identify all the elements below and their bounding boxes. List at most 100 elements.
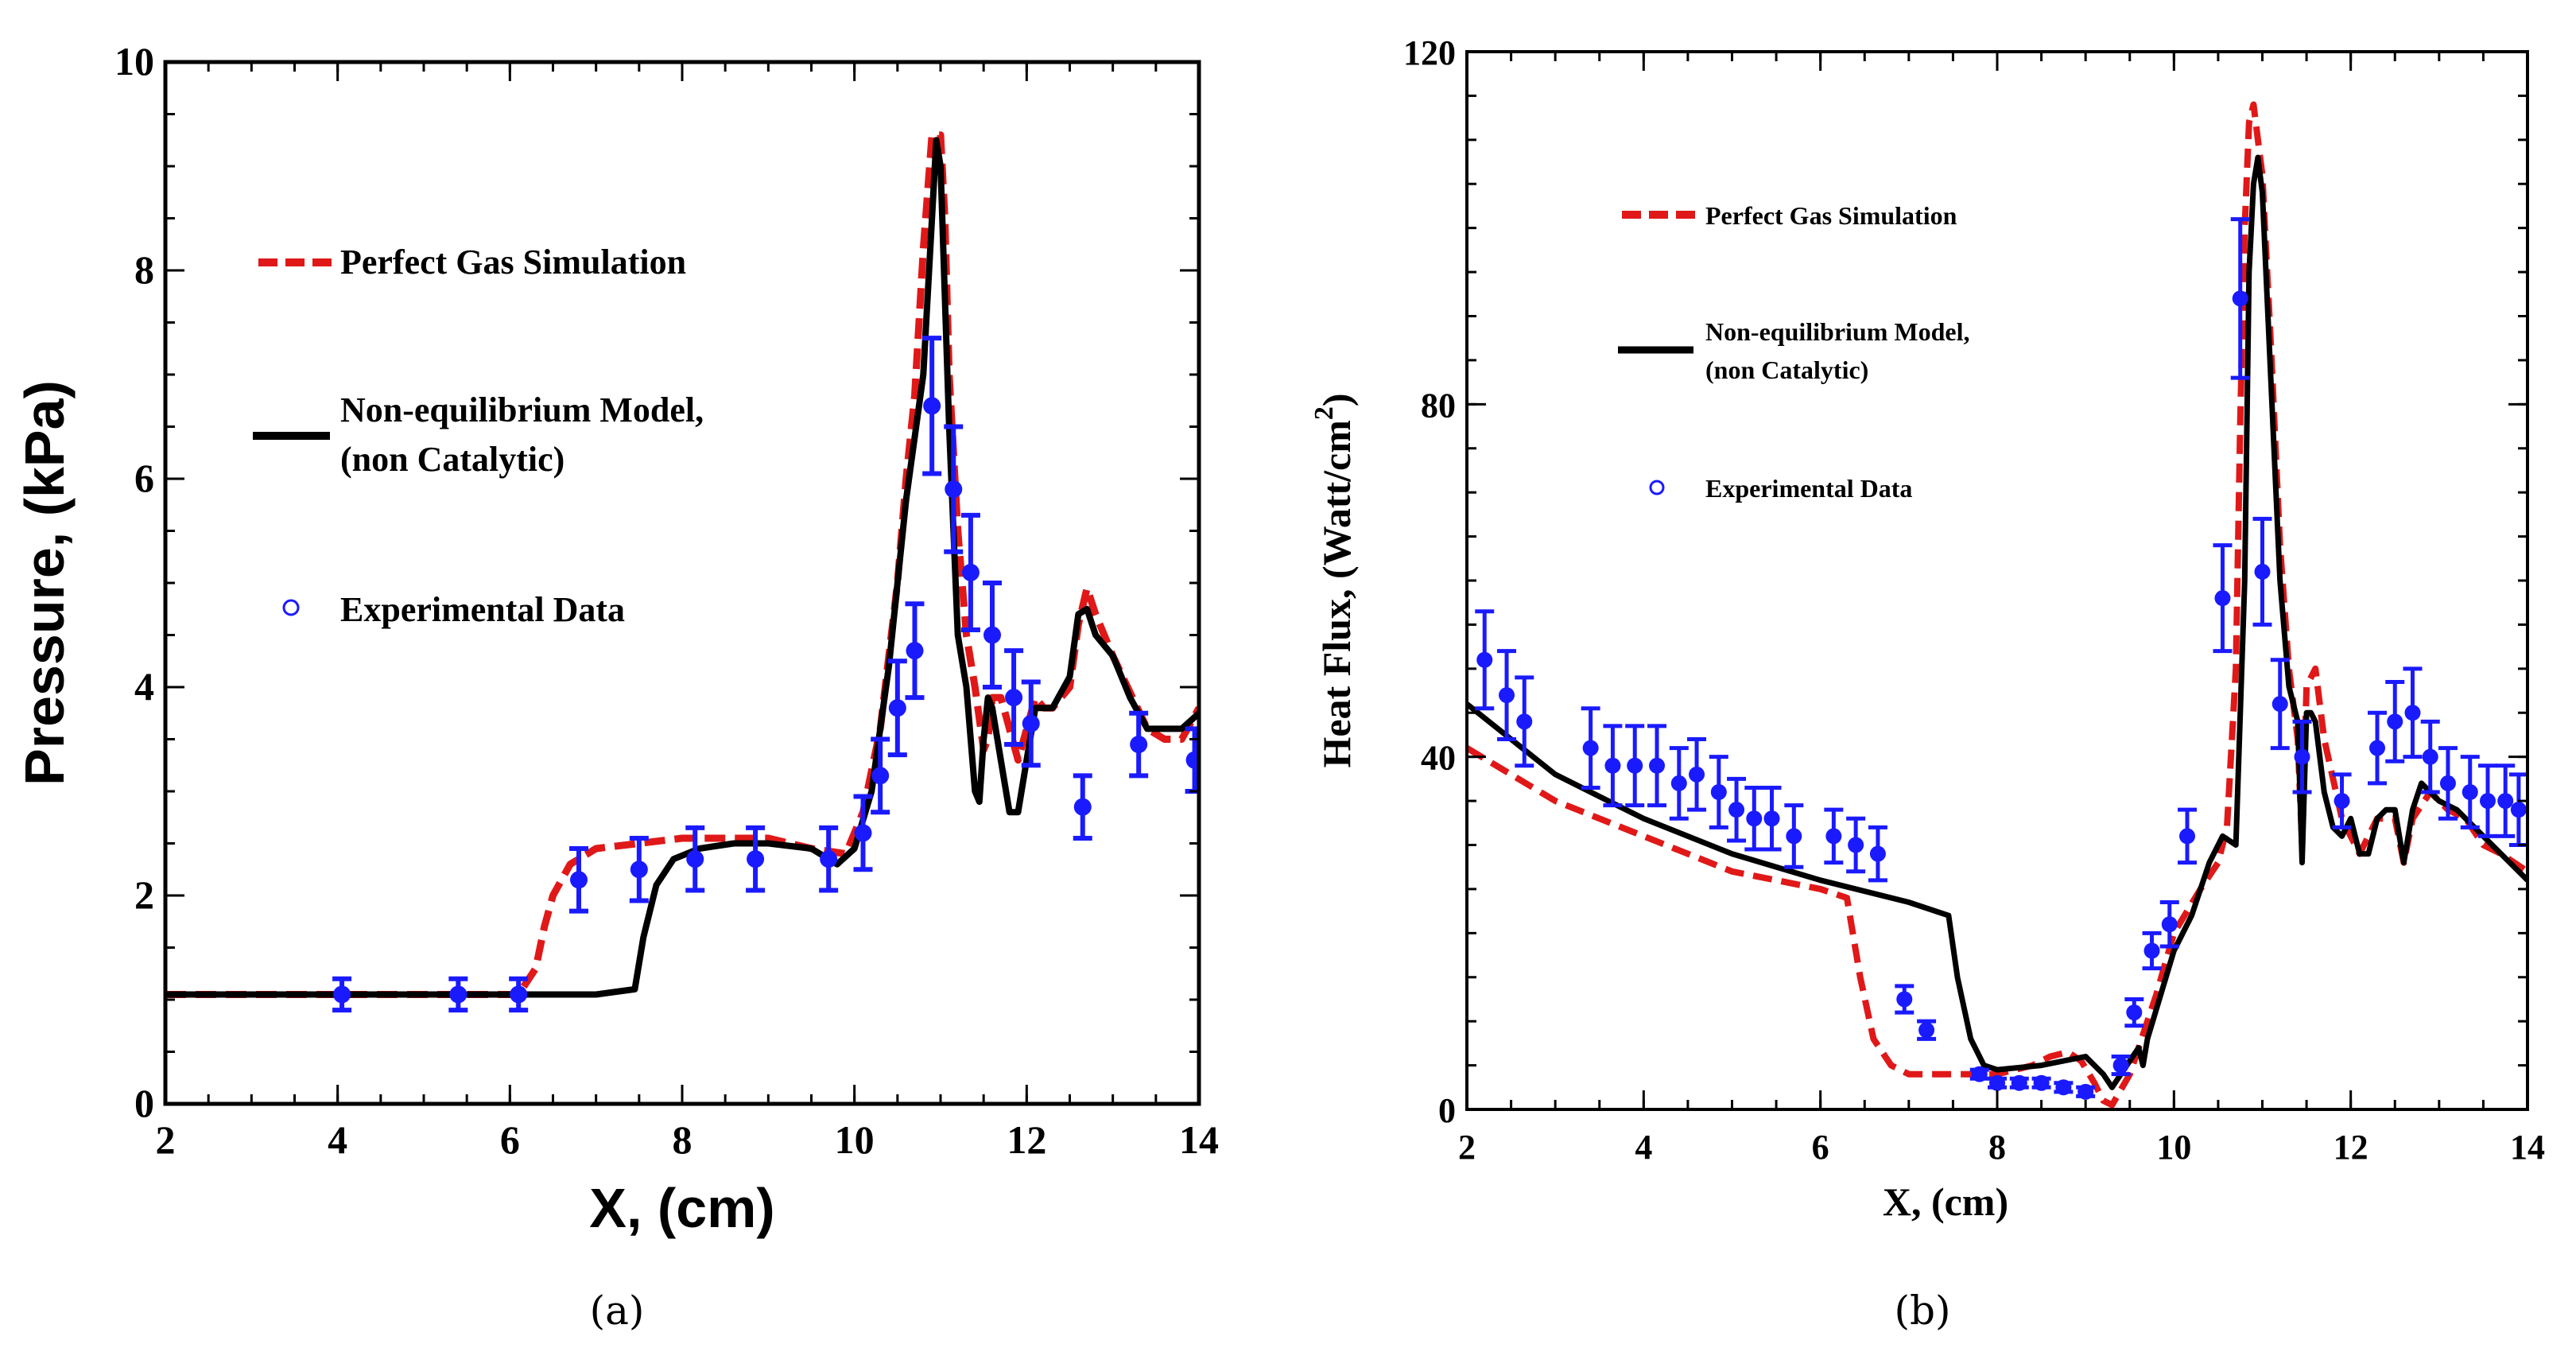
experimental-point bbox=[1744, 785, 1764, 852]
experimental-point bbox=[2213, 543, 2233, 654]
experimental-point bbox=[983, 581, 1002, 690]
panel-a-legend: Perfect Gas Simulation Non-equilibrium M… bbox=[253, 243, 704, 629]
experimental-point bbox=[2054, 1079, 2074, 1096]
panel-b-caption: (b) bbox=[1894, 1288, 1950, 1334]
experimental-point bbox=[887, 658, 907, 758]
data-marker bbox=[1499, 687, 1515, 704]
panel-b-ticks bbox=[1465, 50, 2529, 1111]
data-marker bbox=[2462, 784, 2478, 800]
data-marker bbox=[1918, 1022, 1935, 1039]
experimental-point bbox=[2496, 763, 2516, 838]
data-marker bbox=[2126, 1004, 2143, 1021]
panel-b: 2 4 6 8 10 12 14 0 40 80 120 X, (cm) Heat Flux, (W… bbox=[1309, 33, 2545, 1334]
experimental-point bbox=[905, 601, 925, 701]
experimental-point bbox=[2477, 763, 2497, 838]
experimental-point bbox=[1917, 1019, 1937, 1041]
data-marker bbox=[1869, 845, 1886, 862]
experimental-point bbox=[2403, 666, 2423, 759]
non-equilibrium-curve bbox=[1467, 154, 2528, 1090]
experimental-point bbox=[629, 835, 649, 903]
data-marker bbox=[1005, 689, 1023, 707]
data-marker bbox=[961, 563, 980, 581]
data-marker bbox=[2112, 1057, 2129, 1074]
experimental-point bbox=[2368, 710, 2388, 786]
experimental-point bbox=[1625, 724, 1645, 808]
panel-a-caption: (a) bbox=[590, 1288, 645, 1334]
data-marker bbox=[854, 824, 872, 842]
legend-b-non-equilibrium-label-line2: (non Catalytic) bbox=[1705, 355, 1868, 384]
data-marker bbox=[2179, 828, 2196, 845]
experimental-point bbox=[2111, 1055, 2131, 1077]
experimental-point bbox=[2230, 217, 2250, 380]
experimental-point bbox=[2252, 516, 2272, 627]
experimental-point bbox=[2124, 996, 2144, 1028]
panel-b-x-axis-label: X, (cm) bbox=[1883, 1179, 2008, 1224]
panel-a-y-axis-label: Pressure, (kPa) bbox=[14, 380, 76, 786]
panel-b-y-axis-label-main: Heat Flux, (Watt/cm bbox=[1314, 420, 1359, 767]
data-marker bbox=[1689, 766, 1705, 783]
x-tick-label: 10 bbox=[835, 1117, 875, 1162]
experimental-point bbox=[1475, 609, 1495, 711]
legend-perfect-gas-label: Perfect Gas Simulation bbox=[340, 243, 686, 282]
data-marker bbox=[888, 699, 906, 717]
data-marker bbox=[871, 767, 890, 785]
legend-experimental-label: Experimental Data bbox=[340, 590, 625, 629]
data-marker bbox=[2479, 793, 2496, 810]
data-marker bbox=[2143, 942, 2160, 959]
panel-a-ticks bbox=[164, 60, 1201, 1105]
data-marker bbox=[1825, 828, 1842, 845]
experimental-point bbox=[2460, 755, 2480, 829]
experimental-point bbox=[922, 336, 942, 476]
experimental-point bbox=[1988, 1074, 2007, 1091]
experimental-point bbox=[1603, 724, 1623, 808]
data-marker bbox=[983, 626, 1001, 644]
experimental-point bbox=[1762, 785, 1782, 852]
data-marker bbox=[2404, 705, 2421, 721]
y-tick-label: 2 bbox=[134, 872, 154, 917]
data-marker bbox=[1649, 757, 1666, 774]
experimental-point bbox=[1824, 807, 1844, 865]
data-marker bbox=[570, 871, 588, 889]
data-marker bbox=[333, 985, 351, 1004]
y-tick-label: 80 bbox=[1421, 386, 1456, 425]
data-marker bbox=[2510, 802, 2527, 818]
data-marker bbox=[820, 850, 838, 868]
panel-b-legend: Perfect Gas Simulation Non-equilibrium M… bbox=[1618, 201, 1969, 503]
experimental-point bbox=[1669, 746, 1689, 821]
experimental-point bbox=[944, 424, 964, 554]
experimental-point bbox=[1895, 984, 1915, 1015]
data-marker bbox=[2334, 793, 2350, 810]
experimental-point bbox=[2270, 658, 2290, 751]
experimental-point bbox=[2031, 1074, 2051, 1091]
data-marker bbox=[1989, 1074, 2005, 1091]
legend-non-equilibrium-label-line1: Non-equilibrium Model, bbox=[340, 390, 704, 429]
data-marker bbox=[686, 850, 704, 868]
data-marker bbox=[1185, 751, 1199, 769]
panel-b-y-axis-label-superscript: 2 bbox=[1309, 406, 1339, 420]
data-marker bbox=[2055, 1079, 2072, 1096]
experimental-point bbox=[1515, 675, 1534, 768]
x-tick-label: 10 bbox=[2156, 1128, 2191, 1167]
experimental-point bbox=[2159, 900, 2179, 949]
experimental-point bbox=[569, 846, 588, 914]
experimental-point bbox=[1581, 706, 1600, 790]
legend-b-non-equilibrium-label-line1: Non-equilibrium Model, bbox=[1705, 317, 1969, 346]
data-marker bbox=[1627, 757, 1643, 774]
data-marker bbox=[2011, 1074, 2027, 1091]
y-tick-label: 4 bbox=[134, 664, 154, 709]
panel-a-frame bbox=[163, 60, 1201, 1106]
experimental-point bbox=[960, 512, 980, 632]
x-tick-label: 2 bbox=[156, 1117, 176, 1162]
data-marker bbox=[2271, 696, 2288, 713]
y-tick-label: 40 bbox=[1421, 739, 1456, 778]
data-marker bbox=[630, 860, 648, 879]
data-marker bbox=[2077, 1083, 2094, 1100]
experimental-point bbox=[332, 976, 352, 1013]
data-marker bbox=[1516, 713, 1533, 730]
data-marker bbox=[2214, 590, 2231, 607]
experimental-point bbox=[685, 825, 705, 893]
data-marker bbox=[2422, 748, 2438, 765]
